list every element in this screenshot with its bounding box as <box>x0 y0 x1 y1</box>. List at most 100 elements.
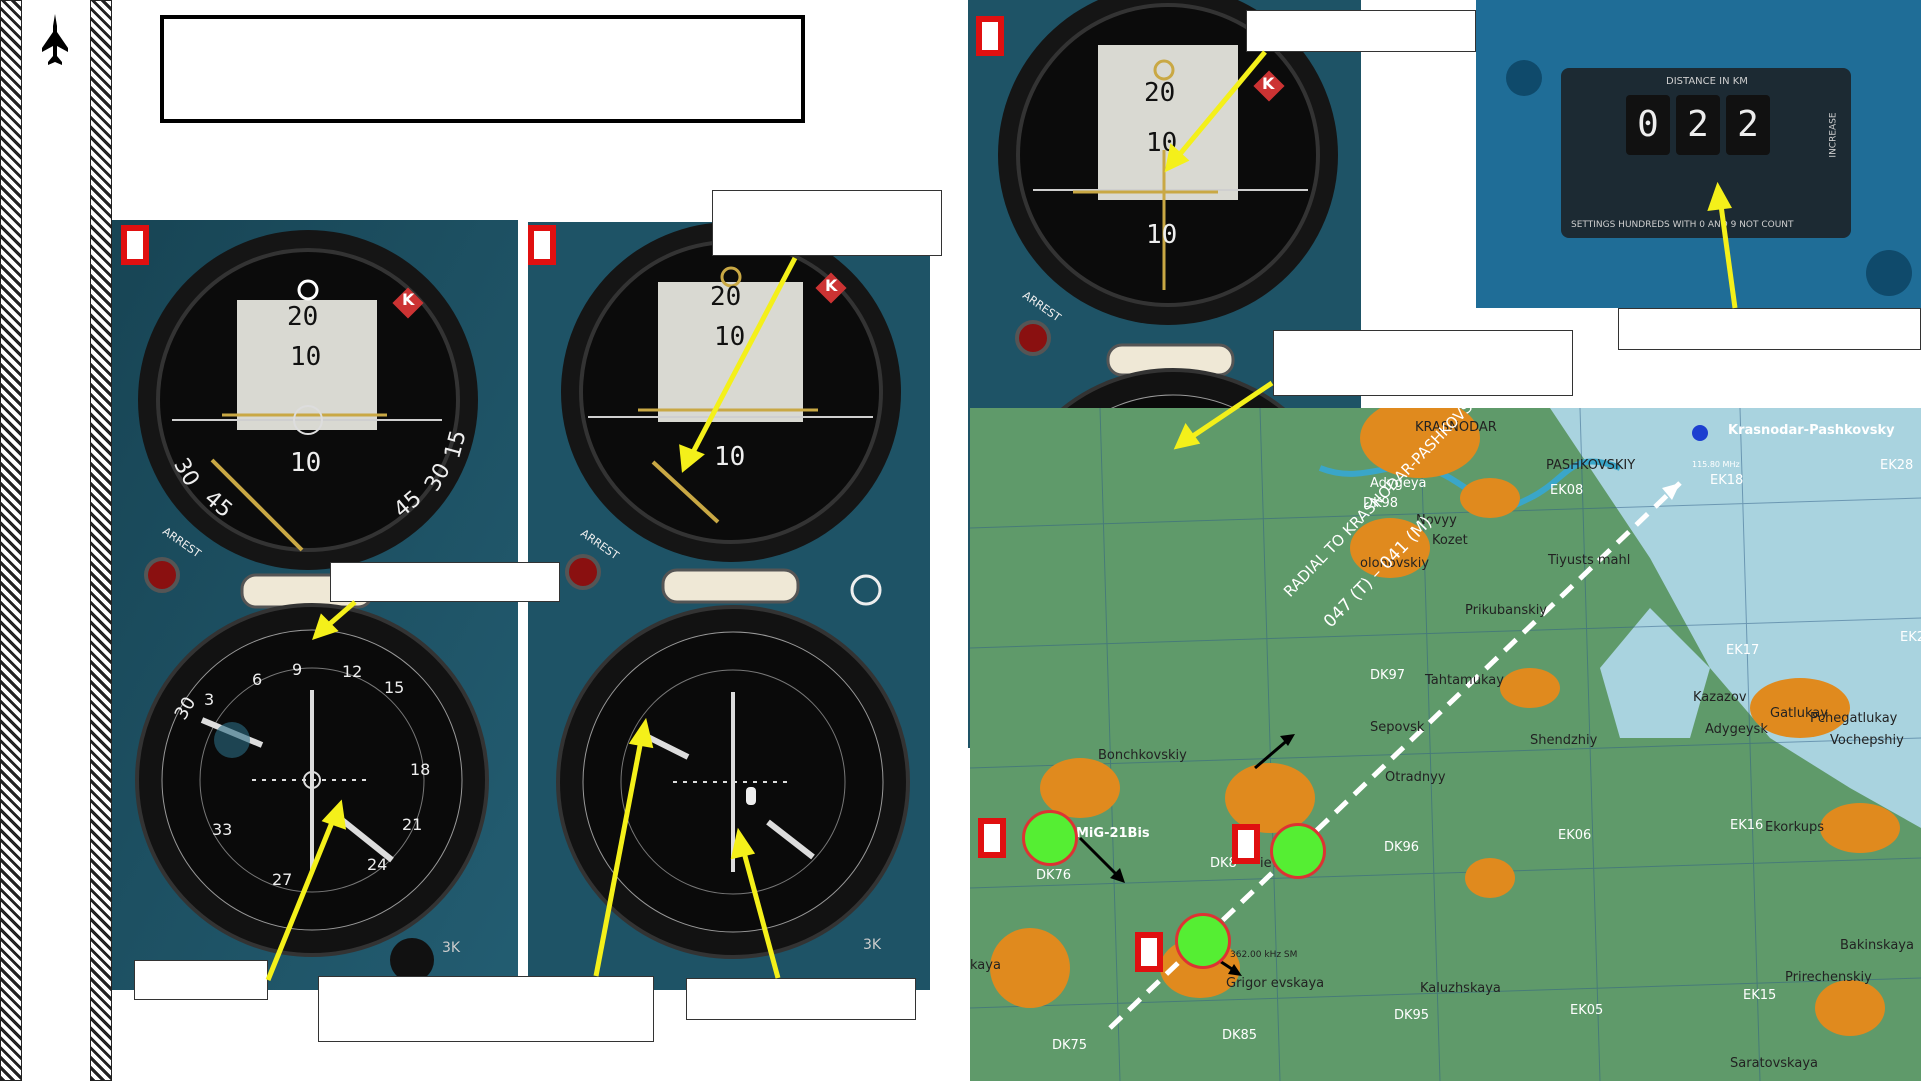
hsi-num-21: 21 <box>402 815 423 834</box>
adi3-scale-lower: 10 <box>1146 220 1178 250</box>
instrument-panel-2: 20 10 10 K ARREST 3K <box>528 222 930 990</box>
map-label-ek28: EK28 <box>1880 458 1914 473</box>
map-label-dk97: DK97 <box>1370 668 1406 683</box>
map-label-ek15: EK15 <box>1743 988 1777 1003</box>
odometer-digit-hundreds: 0 <box>1626 95 1670 155</box>
adi2-scale-upper: 10 <box>714 322 746 352</box>
sidebar-hatch-left <box>0 0 22 1081</box>
map-label-krasnodar-pashkovsky[interactable]: Krasnodar-Pashkovsky <box>1728 423 1895 438</box>
callout-odometer <box>1618 308 1921 350</box>
odometer-header: DISTANCE IN KM <box>1666 76 1748 87</box>
callout-mid-pointer <box>330 562 560 602</box>
map-label-dk85: DK85 <box>1222 1028 1258 1043</box>
adi2-scale-lower: 10 <box>714 442 746 472</box>
title-box <box>160 15 805 123</box>
map-label-kaluzhskaya: Kaluzhskaya <box>1420 981 1501 996</box>
jet-silhouette-icon <box>40 12 70 68</box>
hsi2-3k-label: 3K <box>863 937 882 953</box>
odometer-footer: SETTINGS HUNDREDS WITH 0 AND 9 NOT COUNT <box>1571 220 1794 230</box>
map-label-tiyusts: Tiyusts mahl <box>1548 553 1631 568</box>
map-label-dk95: DK95 <box>1394 1008 1430 1023</box>
hsi-num-9: 9 <box>292 660 303 679</box>
callout-top-right-mid <box>1246 10 1476 52</box>
red-marker-panel-2 <box>528 225 556 265</box>
map-panel: KRASNODAR Krasnodar-Pashkovsky 115.80 MH… <box>970 408 1921 1081</box>
map-label-dk96: DK96 <box>1384 840 1420 855</box>
waypoint-dot-low[interactable] <box>1175 913 1231 969</box>
map-label-krasnodar: KRASNODAR <box>1415 420 1497 435</box>
map-label-shendzhiy: Shendzhiy <box>1530 733 1598 748</box>
adi-scale-lower: 10 <box>290 448 322 478</box>
k-label: K <box>402 290 415 309</box>
red-marker-panel-3 <box>976 16 1004 56</box>
odometer-knob-left[interactable] <box>1506 60 1542 96</box>
map-label-ekorkups: Ekorkups <box>1765 820 1824 835</box>
adi3-scale-upper: 10 <box>1146 128 1178 158</box>
map-label-kazazov: Kazazov <box>1693 690 1747 705</box>
map-label-adygeysk: Adygeysk <box>1705 722 1768 737</box>
map-label-sepovsk: Sepovsk <box>1370 720 1425 735</box>
odometer-side-label: INCREASE <box>1828 112 1839 158</box>
map-label-saratovskaya: Saratovskaya <box>1730 1056 1818 1071</box>
map-label-solonovskiy: olonovskiy <box>1360 556 1430 571</box>
hsi-num-24: 24 <box>367 855 388 874</box>
map-label-prirechenskiy: Prirechenskiy <box>1785 970 1872 985</box>
red-marker-map-1 <box>978 818 1006 858</box>
red-marker-map-2 <box>1232 824 1260 864</box>
hsi-num-27: 27 <box>272 870 293 889</box>
hsi-num-15: 15 <box>384 678 405 697</box>
map-label-dk76: DK76 <box>1036 868 1072 883</box>
adi3-scale-top: 20 <box>1144 78 1176 108</box>
map-label-tahtamukay: Tahtamukay <box>1425 673 1504 688</box>
map-label-otradnyy: Otradnyy <box>1385 770 1446 785</box>
odometer-digit-tens: 2 <box>1676 95 1720 155</box>
map-label-kozet: Kozet <box>1432 533 1468 548</box>
map-label-pashkovskiy: PASHKOVSKIY <box>1546 458 1636 473</box>
hsi-num-6: 6 <box>252 670 263 689</box>
odometer-knob-right[interactable] <box>1866 250 1912 296</box>
callout-left-top <box>712 190 942 256</box>
waypoint-dot-mig[interactable] <box>1022 810 1078 866</box>
map-label-ek06: EK06 <box>1558 828 1592 843</box>
map-label-bonchkovskiy: Bonchkovskiy <box>1098 748 1187 763</box>
map-label-vochepshiy: Vochepshiy <box>1830 733 1904 748</box>
callout-bottom-left <box>134 960 268 1000</box>
adi3-k-label: K <box>1262 74 1275 93</box>
map-label-dk86: DK8 <box>1210 856 1237 871</box>
map-label-gatlukay: Gatlukay <box>1770 706 1828 721</box>
red-marker-map-3 <box>1135 932 1163 972</box>
map-label-vor-freq: 115.80 MHz <box>1692 460 1740 469</box>
map-label-ek08: EK08 <box>1550 483 1584 498</box>
map-label-prikubanskiy: Prikubanskiy <box>1465 603 1547 618</box>
instrument-panel-1: 20 10 10 30 45 45 30 15 K ARREST 30 3 6 … <box>112 220 518 990</box>
callout-compass <box>1273 330 1573 396</box>
adi2-scale-top: 20 <box>710 282 742 312</box>
hsi-num-18: 18 <box>410 760 431 779</box>
callout-bottom-right <box>686 978 916 1020</box>
odometer-digit-ones: 2 <box>1726 95 1770 155</box>
panel-separator <box>518 220 528 990</box>
adi-scale-top: 20 <box>287 302 319 332</box>
map-label-bakinskaya: Bakinskaya <box>1840 938 1914 953</box>
sidebar-hatch-right <box>90 0 112 1081</box>
map-label-pchegatlukay: Pchegatlukay <box>1810 711 1898 726</box>
hsi-num-12: 12 <box>342 662 363 681</box>
hsi-3k-label: 3K <box>442 940 461 956</box>
map-label-ek17: EK17 <box>1726 643 1760 658</box>
callout-bottom-mid <box>318 976 654 1042</box>
map-label-freq: 362.00 kHz SM <box>1230 950 1298 960</box>
map-label-novyy: Novyy <box>1416 513 1457 528</box>
red-marker-panel-1 <box>121 225 149 265</box>
map-label-mig21[interactable]: MiG-21Bis <box>1076 826 1150 841</box>
map-label-ek16: EK16 <box>1730 818 1764 833</box>
map-label-ek2: EK2 <box>1900 630 1921 645</box>
waypoint-dot-mid[interactable] <box>1270 823 1326 879</box>
map-label-kaya: kaya <box>970 958 1001 973</box>
hsi-num-3: 3 <box>204 690 215 709</box>
hsi-num-33: 33 <box>212 820 233 839</box>
map-label-adygeya: Adygeya <box>1370 476 1427 491</box>
map-label-ek05: EK05 <box>1570 1003 1604 1018</box>
adi-scale-upper: 10 <box>290 342 322 372</box>
